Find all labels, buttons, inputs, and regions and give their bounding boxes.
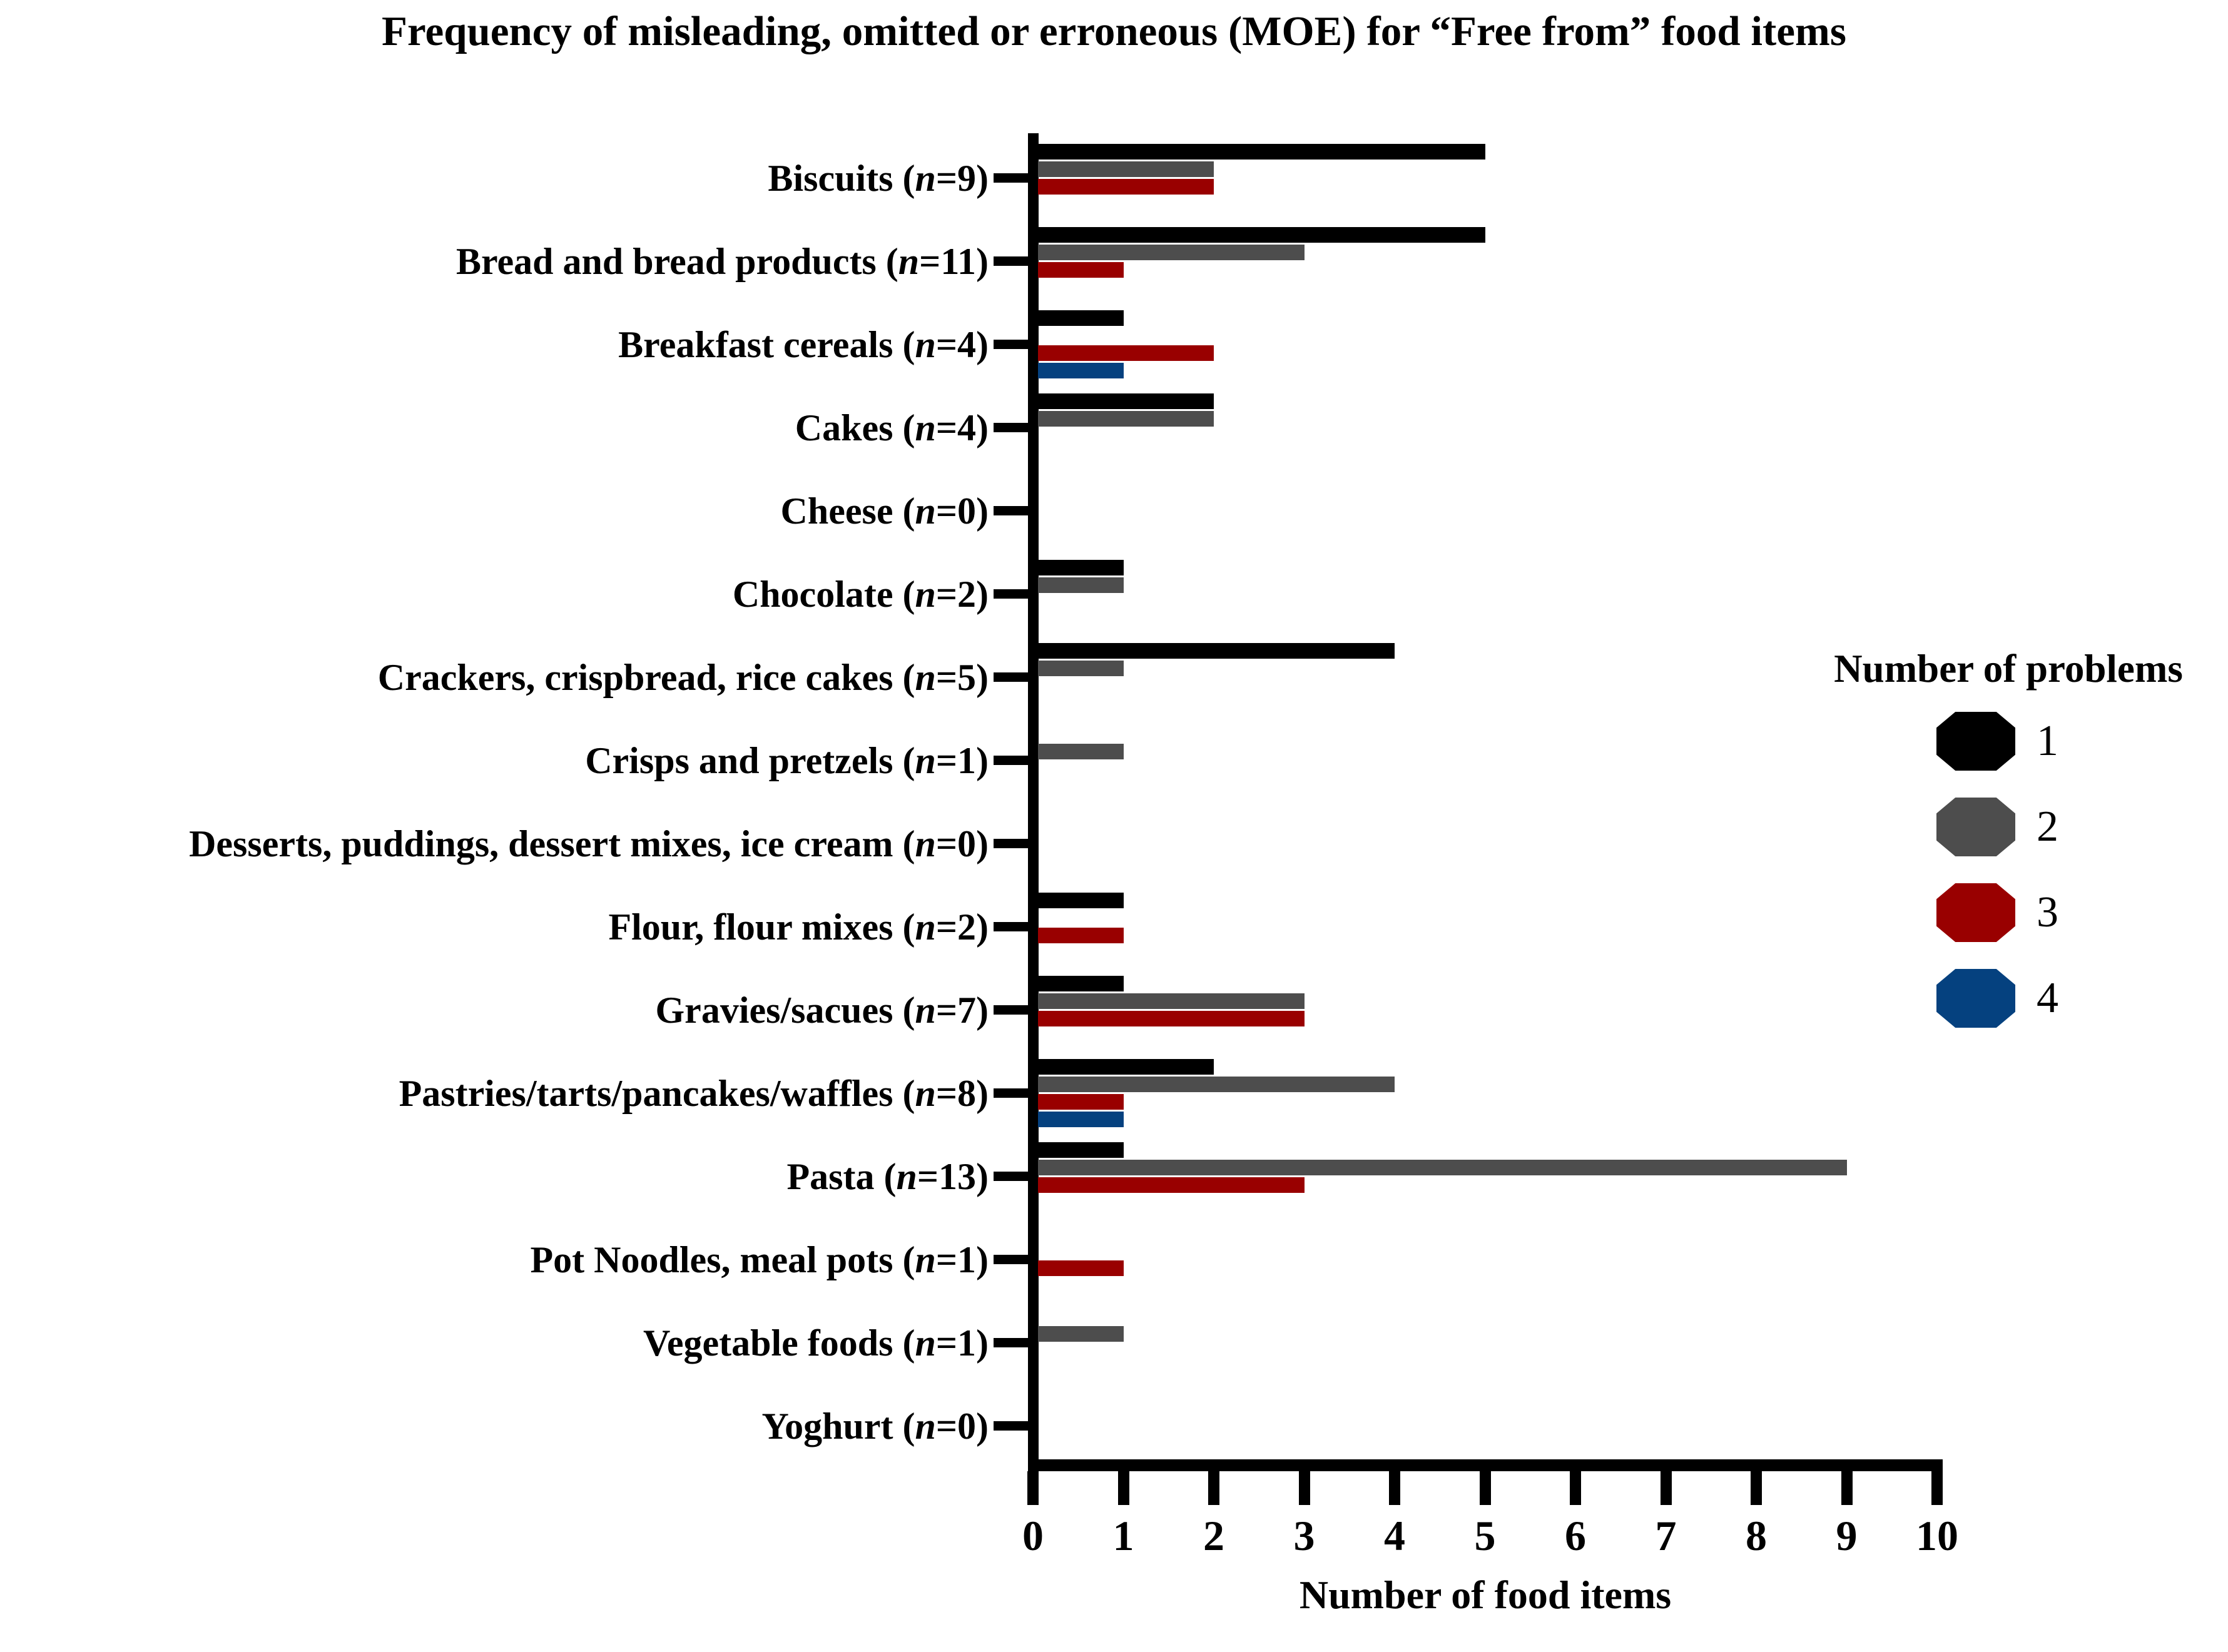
category-tick: [994, 1088, 1028, 1098]
legend-item-label: 2: [2037, 803, 2058, 851]
x-tick-label: 0: [1022, 1512, 1044, 1559]
x-tick: [1389, 1471, 1400, 1505]
category-tick: [994, 1172, 1028, 1181]
legend-item-label: 3: [2037, 888, 2058, 936]
bar-segment: [1038, 1011, 1305, 1026]
legend-item-label: 1: [2037, 717, 2058, 765]
category-tick: [994, 1255, 1028, 1264]
x-tick-label: 2: [1203, 1512, 1224, 1559]
bar-segment: [1038, 560, 1124, 575]
category-tick: [994, 173, 1028, 183]
legend-swatch: [1936, 883, 2015, 942]
category-tick: [994, 839, 1028, 848]
category-label: Pasta (n=13): [786, 1155, 989, 1197]
category-label: Crisps and pretzels (n=1): [585, 739, 989, 781]
x-tick: [1027, 1471, 1039, 1505]
bar-segment: [1038, 661, 1124, 676]
x-axis-title: Number of food items: [1299, 1573, 1672, 1617]
category-label: Vegetable foods (n=1): [643, 1322, 989, 1364]
x-tick: [1841, 1471, 1853, 1505]
bar-segment: [1038, 1077, 1395, 1092]
bar-segment: [1038, 144, 1485, 160]
bar-segment: [1038, 1142, 1124, 1158]
x-tick: [1298, 1471, 1310, 1505]
bar-segment: [1038, 1112, 1124, 1127]
x-tick: [1208, 1471, 1219, 1505]
y-axis-line: [1028, 133, 1039, 1471]
bar-segment: [1038, 976, 1124, 991]
bar-segment: [1038, 928, 1124, 943]
category-label: Yoghurt (n=0): [761, 1405, 989, 1447]
bar-segment: [1038, 1094, 1124, 1110]
category-label: Breakfast cereals (n=4): [618, 323, 989, 365]
x-tick: [1751, 1471, 1762, 1505]
x-tick: [1570, 1471, 1581, 1505]
legend-swatch: [1936, 798, 2015, 856]
bar-segment: [1038, 1059, 1214, 1075]
legend-swatch: [1936, 969, 2015, 1028]
category-label: Chocolate (n=2): [732, 573, 989, 615]
category-label: Bread and bread products (n=11): [455, 240, 989, 282]
x-tick-label: 10: [1916, 1512, 1958, 1559]
category-label: Desserts, puddings, dessert mixes, ice c…: [189, 823, 989, 864]
bar-segment: [1038, 345, 1214, 361]
bar-segment: [1038, 245, 1305, 260]
x-tick-label: 7: [1655, 1512, 1677, 1559]
bar-segment: [1038, 1326, 1124, 1342]
x-tick-label: 4: [1384, 1512, 1405, 1559]
legend-item-label: 4: [2037, 974, 2058, 1022]
bar-segment: [1038, 1260, 1124, 1276]
bar-segment: [1038, 1177, 1305, 1193]
bar-segment: [1038, 310, 1124, 326]
bar-segment: [1038, 161, 1214, 177]
bar-segment: [1038, 643, 1395, 659]
x-tick-label: 6: [1565, 1512, 1586, 1559]
bar-segment: [1038, 227, 1485, 243]
bar-segment: [1038, 363, 1124, 378]
category-tick: [994, 423, 1028, 432]
category-tick: [994, 756, 1028, 765]
legend-swatch: [1936, 712, 2015, 771]
bar-segment: [1038, 744, 1124, 759]
bar-segment: [1038, 993, 1305, 1009]
category-label: Cheese (n=0): [780, 490, 989, 532]
category-tick: [994, 1005, 1028, 1015]
x-tick: [1479, 1471, 1491, 1505]
bar-segment: [1038, 411, 1214, 427]
category-label: Pot Noodles, meal pots (n=1): [530, 1239, 989, 1280]
bar-segment: [1038, 893, 1124, 908]
category-tick: [994, 589, 1028, 599]
category-label: Biscuits (n=9): [768, 157, 989, 199]
category-tick: [994, 672, 1028, 682]
legend-title: Number of problems: [1834, 647, 2183, 691]
x-axis-line: [1028, 1459, 1943, 1471]
chart-title: Frequency of misleading, omitted or erro…: [382, 8, 1846, 54]
x-tick-label: 3: [1293, 1512, 1315, 1559]
x-tick: [1660, 1471, 1672, 1505]
x-tick-label: 1: [1112, 1512, 1134, 1559]
bar-segment: [1038, 1160, 1847, 1175]
category-tick: [994, 1338, 1028, 1347]
x-tick: [1931, 1471, 1943, 1505]
x-tick-label: 5: [1474, 1512, 1496, 1559]
x-tick-label: 9: [1836, 1512, 1858, 1559]
x-tick: [1117, 1471, 1129, 1505]
category-label: Gravies/sacues (n=7): [655, 989, 989, 1031]
category-label: Cakes (n=4): [795, 407, 989, 448]
category-label: Crackers, crispbread, rice cakes (n=5): [377, 656, 989, 698]
category-label: Pastries/tarts/pancakes/waffles (n=8): [399, 1072, 989, 1114]
bar-segment: [1038, 179, 1214, 195]
x-tick-label: 8: [1746, 1512, 1767, 1559]
category-tick: [994, 922, 1028, 931]
bar-segment: [1038, 577, 1124, 593]
category-tick: [994, 256, 1028, 266]
category-label: Flour, flour mixes (n=2): [608, 906, 989, 948]
category-tick: [994, 506, 1028, 515]
bar-segment: [1038, 262, 1124, 278]
bar-segment: [1038, 393, 1214, 409]
category-tick: [994, 1421, 1028, 1431]
category-tick: [994, 340, 1028, 349]
